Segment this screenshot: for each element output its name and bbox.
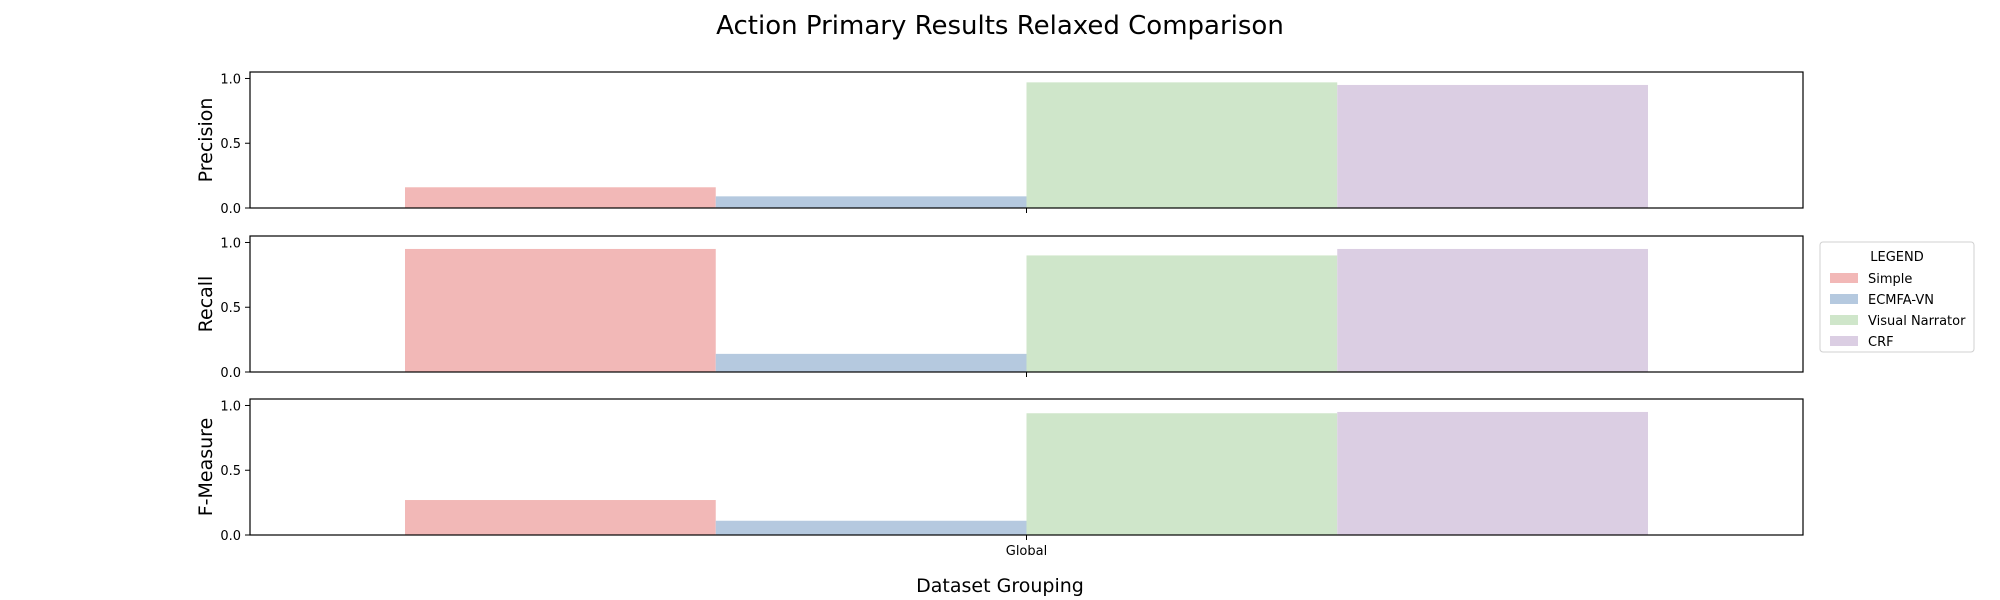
y-tick-label: 1.0 xyxy=(220,72,241,87)
x-axis-label: Dataset Grouping xyxy=(916,575,1084,597)
legend-label: CRF xyxy=(1868,335,1894,350)
y-tick-label: 1.0 xyxy=(220,236,241,251)
bar-ecmfa-vn xyxy=(715,196,1027,208)
y-tick-label: 0.5 xyxy=(220,301,241,316)
y-axis-label: Recall xyxy=(195,276,217,333)
bar-visual-narrator xyxy=(1026,413,1338,535)
legend-swatch xyxy=(1830,273,1858,283)
panel-recall: 0.0 0.5 1.0 Recall xyxy=(195,235,1804,381)
x-tick-label: Global xyxy=(1006,544,1047,559)
legend-title: LEGEND xyxy=(1870,250,1923,265)
chart-legend: LEGEND Simple ECMFA-VN Visual Narrator CRF xyxy=(1819,241,1975,353)
bar-crf xyxy=(1337,84,1648,208)
bar-crf xyxy=(1337,248,1648,372)
chart-title: Action Primary Results Relaxed Compariso… xyxy=(716,11,1284,41)
legend-label: ECMFA-VN xyxy=(1868,293,1934,308)
bar-simple xyxy=(405,248,716,372)
bar-crf xyxy=(1337,411,1648,535)
bar-ecmfa-vn xyxy=(715,353,1027,372)
y-tick-label: 0.0 xyxy=(220,202,241,217)
y-tick-label: 0.5 xyxy=(220,137,241,152)
legend-label: Visual Narrator xyxy=(1868,314,1966,329)
legend-swatch xyxy=(1830,336,1858,346)
y-tick-label: 0.5 xyxy=(220,464,241,479)
bar-simple xyxy=(405,187,716,208)
legend-swatch xyxy=(1830,294,1858,304)
bar-ecmfa-vn xyxy=(715,520,1027,535)
chart-panels: 0.00.51.0Precision0.00.51.0Recall0.00.51… xyxy=(195,71,1804,559)
bar-visual-narrator xyxy=(1026,82,1338,208)
y-axis-label: F-Measure xyxy=(195,418,217,517)
y-tick-label: 1.0 xyxy=(220,399,241,414)
y-axis-label: Precision xyxy=(195,98,217,183)
legend-label: Simple xyxy=(1868,272,1912,287)
y-tick-label: 0.0 xyxy=(220,366,241,381)
bar-visual-narrator xyxy=(1026,255,1338,372)
legend-swatch xyxy=(1830,315,1858,325)
legend-frame xyxy=(1819,241,1975,353)
y-tick-label: 0.0 xyxy=(220,529,241,544)
panel-f-measure: 0.0 0.5 1.0F-Measure xyxy=(195,398,1804,544)
bar-simple xyxy=(405,500,716,535)
